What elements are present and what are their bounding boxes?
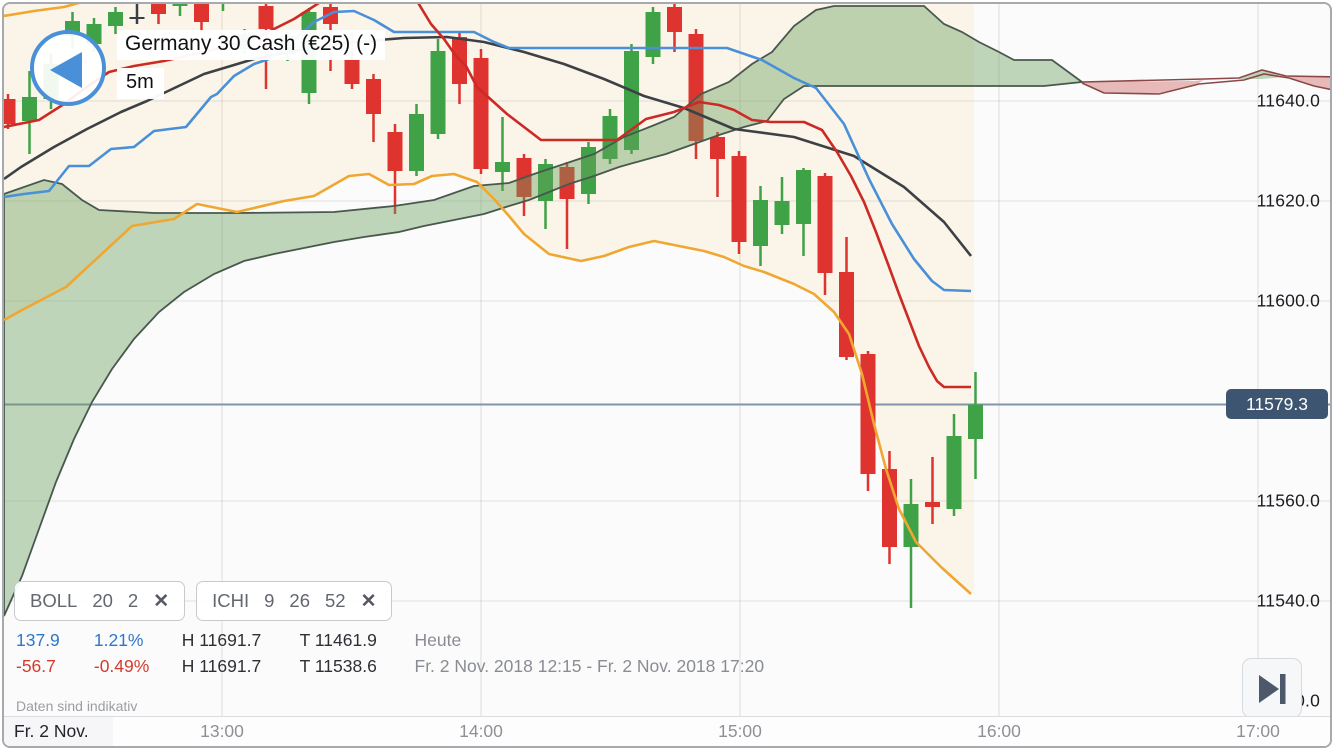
change-percent: 1.21% bbox=[93, 630, 144, 650]
candle-14:20 bbox=[559, 162, 575, 249]
change-value: 137.9 bbox=[16, 630, 60, 650]
candle-12:40 bbox=[129, 4, 145, 24]
indicator-line bbox=[4, 35, 973, 257]
candle-14:05 bbox=[495, 117, 510, 191]
session-background bbox=[4, 4, 974, 594]
bollinger-mid-orange bbox=[4, 172, 972, 595]
time-axis-label: 14:00 bbox=[459, 721, 503, 741]
indicator-chip-boll[interactable]: BOLL 20 2 ✕ bbox=[14, 581, 186, 621]
time-axis-label: 17:00 bbox=[1236, 721, 1280, 741]
candle-12:35 bbox=[108, 7, 123, 34]
ichimoku-cloud bbox=[4, 5, 1330, 617]
indicator-name: BOLL bbox=[30, 590, 78, 611]
candle-12:10 bbox=[4, 94, 16, 129]
candle-12:50 bbox=[172, 4, 188, 16]
candle-15:00 bbox=[731, 151, 747, 254]
indicator-param: 52 bbox=[324, 590, 346, 611]
indicator-param: 2 bbox=[127, 590, 139, 611]
stats-row-range: -56.7 -0.49% H 11691.7 T 11538.6 Fr. 2 N… bbox=[16, 654, 764, 680]
time-axis-label: 16:00 bbox=[977, 721, 1021, 741]
candle-15:55 bbox=[968, 372, 983, 479]
candle-15:05 bbox=[753, 186, 768, 266]
change-percent: -0.49% bbox=[93, 655, 150, 676]
candle-14:25 bbox=[581, 142, 596, 204]
candle-14:45 bbox=[667, 4, 682, 52]
instrument-title: Germany 30 Cash (€25) (-) bbox=[117, 30, 386, 60]
low-value: T 11461.9 bbox=[299, 630, 377, 650]
price-axis-label: 11620.0 bbox=[1256, 190, 1320, 211]
price-axis-label: 11560.0 bbox=[1256, 490, 1320, 511]
remove-indicator-icon[interactable]: ✕ bbox=[153, 590, 170, 612]
disclaimer-text: Daten sind indikativ bbox=[16, 698, 138, 714]
candle-14:30 bbox=[602, 109, 618, 164]
stats-row-day: 137.9 1.21% H 11691.7 T 11461.9 Heute bbox=[16, 628, 764, 654]
candlestick-chart[interactable] bbox=[4, 4, 1332, 716]
price-axis-label: 11540.0 bbox=[1256, 590, 1320, 611]
candle-13:50 bbox=[430, 39, 446, 139]
candle-15:10 bbox=[774, 177, 790, 234]
low-value: T 11538.6 bbox=[299, 655, 377, 676]
kijun-blue bbox=[4, 9, 972, 293]
timeframe-label[interactable]: 5m bbox=[117, 68, 164, 99]
high-value: H 11691.7 bbox=[181, 655, 262, 676]
time-axis-label: 13:00 bbox=[200, 721, 244, 741]
date-label: Fr. 2 Nov. bbox=[4, 717, 113, 746]
candle-12:55 bbox=[194, 4, 209, 32]
remove-indicator-icon[interactable]: ✕ bbox=[360, 590, 377, 612]
high-value: H 11691.7 bbox=[181, 630, 262, 650]
candle-13:45 bbox=[409, 104, 424, 176]
time-axis-label: 15:00 bbox=[718, 721, 762, 741]
skip-to-latest-button[interactable] bbox=[1242, 658, 1302, 718]
ichimoku-baseline-black bbox=[4, 35, 973, 257]
indicator-name: ICHI bbox=[212, 590, 250, 611]
candle-15:50 bbox=[946, 414, 962, 516]
indicator-chip-ichi[interactable]: ICHI 9 26 52 ✕ bbox=[196, 581, 393, 621]
candle-15:40 bbox=[903, 479, 919, 608]
indicator-chip-row: BOLL 20 2 ✕ ICHI 9 26 52 ✕ bbox=[14, 581, 393, 621]
indicator-line bbox=[4, 172, 972, 595]
candle-13:40 bbox=[387, 124, 403, 214]
candle-15:20 bbox=[817, 173, 833, 295]
candle-14:40 bbox=[645, 7, 661, 64]
back-arrow-icon bbox=[50, 52, 82, 88]
price-axis-label: 11600.0 bbox=[1256, 290, 1320, 311]
change-value: -56.7 bbox=[16, 655, 56, 676]
candle-12:45 bbox=[151, 4, 166, 24]
indicator-param: 9 bbox=[264, 590, 275, 611]
indicator-line bbox=[4, 9, 972, 293]
back-button[interactable] bbox=[30, 30, 106, 106]
current-price-badge: 11579.3 bbox=[1226, 389, 1328, 419]
time-axis: Fr. 2 Nov. 13:00 14:00 15:00 16:00 17:00 bbox=[4, 716, 1330, 746]
indicator-param: 20 bbox=[92, 590, 113, 611]
candle-15:45 bbox=[925, 457, 940, 524]
candle-15:15 bbox=[796, 168, 811, 256]
candle-14:00 bbox=[473, 49, 489, 174]
period-label: Heute bbox=[414, 630, 462, 650]
skip-forward-icon bbox=[1259, 674, 1286, 704]
stats-panel: 137.9 1.21% H 11691.7 T 11461.9 Heute -5… bbox=[16, 628, 764, 679]
indicator-line bbox=[4, 4, 80, 18]
candle-14:55 bbox=[710, 132, 725, 197]
price-axis-label: 11640.0 bbox=[1256, 90, 1320, 111]
candle-12:15 bbox=[22, 71, 37, 154]
candle-13:35 bbox=[366, 74, 381, 142]
candlestick-series bbox=[4, 4, 983, 608]
visible-range-label: Fr. 2 Nov. 2018 12:15 - Fr. 2 Nov. 2018 … bbox=[414, 655, 765, 676]
upper-band-orange-stub bbox=[4, 4, 80, 18]
window-bottom-edge bbox=[4, 746, 1330, 748]
candle-13:00 bbox=[221, 4, 225, 11]
indicator-param: 26 bbox=[289, 590, 310, 611]
